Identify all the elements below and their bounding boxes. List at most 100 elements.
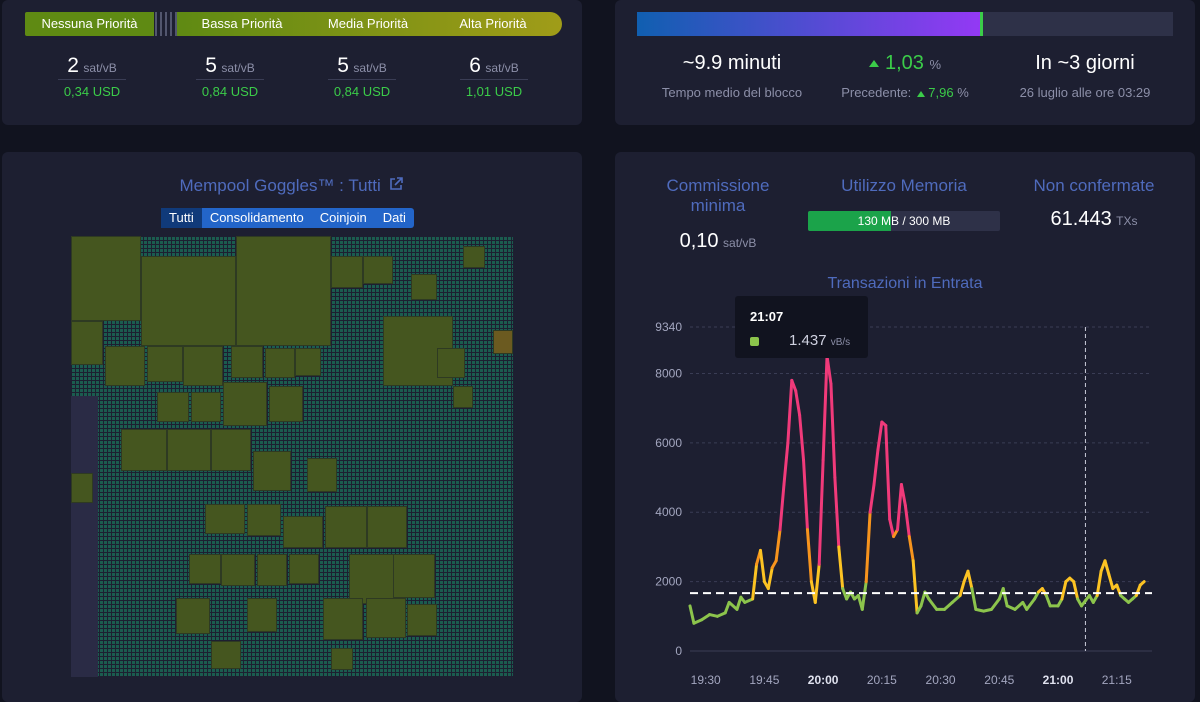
tooltip-unit: vB/s: [830, 337, 851, 348]
external-link-icon[interactable]: [389, 177, 403, 191]
treemap-block[interactable]: [253, 451, 291, 491]
fee-unit: sat/vB: [485, 61, 519, 75]
fee-usd: 0,84 USD: [201, 84, 259, 99]
treemap-block[interactable]: [121, 429, 167, 471]
treemap-block[interactable]: [71, 321, 103, 365]
fee-underline: [196, 79, 264, 80]
treemap-block[interactable]: [269, 386, 303, 422]
fee-usd: 0,84 USD: [333, 84, 391, 99]
difficulty-progress-track: [637, 12, 1173, 36]
treemap-block[interactable]: [331, 648, 353, 670]
min-fee-value: 0,10: [679, 230, 719, 252]
treemap-block[interactable]: [289, 554, 319, 584]
treemap-block[interactable]: [176, 598, 210, 634]
memory-usage-label: Utilizzo Memoria: [841, 176, 967, 195]
treemap-block[interactable]: [223, 382, 267, 426]
fees-card: Nessuna Priorità Bassa Priorità Media Pr…: [2, 0, 582, 125]
previous-unit: %: [957, 85, 969, 100]
chart-title: Transazioni in Entrata: [827, 275, 983, 292]
block-time-stat: ~9.9 minuti Tempo medio del blocco: [637, 52, 827, 100]
treemap-block[interactable]: [147, 346, 183, 382]
fee-unit: sat/vB: [83, 61, 117, 75]
treemap-block[interactable]: [247, 598, 277, 632]
treemap-block[interactable]: [71, 236, 141, 321]
tab-tutti[interactable]: Tutti: [161, 208, 202, 228]
tooltip-value: 1.437: [789, 332, 827, 349]
priority-gradient-bar: [177, 12, 562, 36]
eta-date: 26 luglio alle ore 03:29: [1019, 85, 1151, 100]
treemap-block[interactable]: [189, 554, 221, 584]
goggles-title[interactable]: Mempool Goggles™ : Tutti: [179, 176, 381, 195]
tab-dati[interactable]: Dati: [382, 210, 406, 225]
treemap-block[interactable]: [265, 348, 295, 378]
treemap-block[interactable]: [157, 392, 189, 422]
treemap-block[interactable]: [493, 330, 513, 354]
mempool-treemap[interactable]: [71, 236, 513, 677]
fee-value: 5: [337, 54, 349, 77]
fee-value: 6: [469, 54, 481, 77]
treemap-block[interactable]: [247, 504, 281, 536]
treemap-block[interactable]: [71, 473, 93, 503]
treemap-block[interactable]: [257, 554, 287, 586]
treemap-block[interactable]: [211, 429, 251, 471]
low-priority-tab: Bassa Priorità: [201, 16, 283, 31]
treemap-block[interactable]: [295, 348, 321, 376]
treemap-block[interactable]: [307, 458, 337, 492]
treemap-block[interactable]: [407, 604, 437, 636]
difficulty-card: ~9.9 minuti Tempo medio del blocco 1,03 …: [615, 0, 1195, 125]
treemap-block[interactable]: [366, 598, 406, 638]
fee-usd: 0,34 USD: [63, 84, 121, 99]
treemap-block[interactable]: [105, 346, 145, 386]
difficulty-change-value: 1,03: [884, 52, 924, 74]
unconfirmed-value: 61.443: [1050, 208, 1112, 230]
fee-underline: [460, 79, 528, 80]
treemap-block[interactable]: [325, 506, 367, 548]
treemap-block[interactable]: [191, 392, 221, 422]
fee-value: 2: [67, 54, 79, 77]
treemap-block[interactable]: [236, 236, 331, 346]
min-fee-unit: sat/vB: [723, 236, 757, 250]
difficulty-change-unit: %: [929, 57, 942, 72]
treemap-block[interactable]: [437, 348, 465, 378]
fee-underline: [58, 79, 126, 80]
previous-value: 7,96: [928, 85, 954, 100]
treemap-block[interactable]: [363, 256, 393, 284]
eta-value: In ~3 giorni: [1035, 52, 1135, 74]
medium-priority-tab: Media Priorità: [327, 16, 409, 31]
treemap-block[interactable]: [393, 554, 435, 598]
arrow-up-icon: [868, 60, 879, 68]
treemap-block[interactable]: [205, 504, 245, 534]
stats-chart-card: [615, 152, 1195, 702]
high-priority-tab: Alta Priorità: [459, 16, 527, 31]
tooltip-value-row: 1.437 vB/s: [789, 332, 850, 349]
treemap-block[interactable]: [453, 386, 473, 408]
treemap-block[interactable]: [167, 429, 211, 471]
min-fee: 0,10 sat/vB: [648, 230, 788, 253]
treemap-block[interactable]: [221, 554, 255, 586]
fee-low-priority: 5 sat/vB 0,84 USD: [175, 54, 285, 99]
unconfirmed: 61.443 TXs: [1024, 208, 1164, 231]
treemap-block[interactable]: [283, 516, 323, 548]
treemap-block[interactable]: [463, 246, 485, 268]
unconfirmed-label: Non confermate: [1033, 176, 1155, 195]
treemap-block[interactable]: [211, 641, 241, 669]
treemap-block[interactable]: [331, 256, 363, 288]
treemap-block[interactable]: [367, 506, 407, 548]
previous-change: Precedente: 7,96 %: [815, 85, 995, 100]
tooltip-series-swatch: [750, 337, 759, 346]
treemap-block[interactable]: [141, 256, 236, 346]
previous-label: Precedente:: [841, 85, 912, 100]
difficulty-progress-marker: [980, 12, 983, 36]
tab-coinjoin[interactable]: Coinjoin: [319, 210, 367, 225]
eta-stat: In ~3 giorni 26 luglio alle ore 03:29: [995, 52, 1175, 100]
fee-usd: 1,01 USD: [465, 84, 523, 99]
fee-separator: [155, 12, 177, 36]
fee-unit: sat/vB: [221, 61, 255, 75]
treemap-block[interactable]: [349, 554, 395, 604]
treemap-block[interactable]: [183, 346, 223, 386]
treemap-block[interactable]: [411, 274, 437, 300]
treemap-block[interactable]: [323, 598, 363, 640]
tab-consolidamento[interactable]: Consolidamento: [209, 210, 304, 225]
treemap-block[interactable]: [231, 346, 263, 378]
block-time-value: ~9.9 minuti: [682, 52, 782, 74]
